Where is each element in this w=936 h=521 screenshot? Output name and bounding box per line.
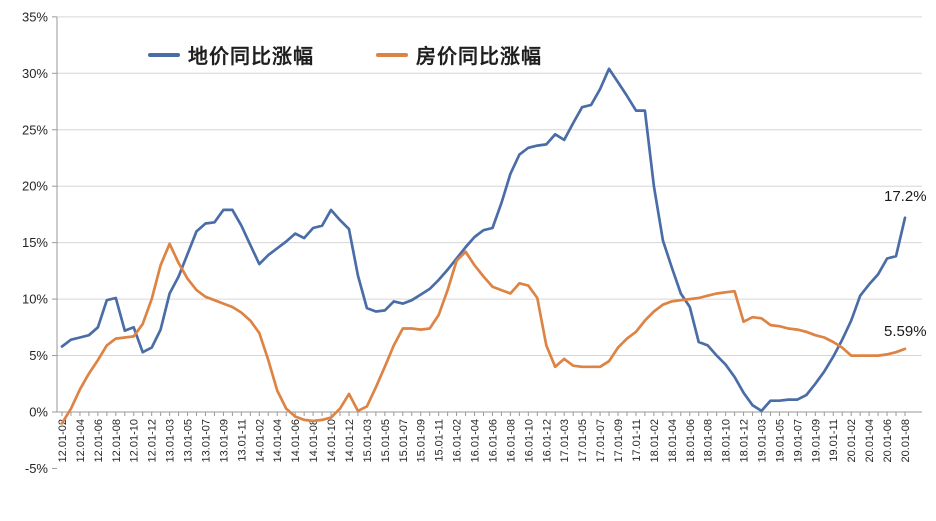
x-tick-label: 18.01-10 <box>721 419 733 462</box>
x-tick-label: 18.01-02 <box>649 419 661 462</box>
x-tick-label: 13.01-09 <box>218 419 230 462</box>
legend-line-swatch-blue <box>148 52 180 57</box>
x-tick-label: 18.01-08 <box>703 419 715 462</box>
x-tick-label: 15.01-09 <box>416 419 428 462</box>
y-tick-label: 5% <box>29 348 48 363</box>
y-tick-label: 20% <box>22 179 48 194</box>
x-tick-label: 13.01-05 <box>183 419 195 462</box>
x-tick-label: 20.01-08 <box>900 419 912 462</box>
x-tick-label: 16.01-06 <box>487 419 499 462</box>
x-tick-label: 14.01-10 <box>326 419 338 462</box>
land-price-yoy-line <box>60 67 907 413</box>
x-tick-label: 17.01-05 <box>577 419 589 462</box>
x-tick-label: 14.01-04 <box>272 419 284 462</box>
legend-label-house-price: 房价同比涨幅 <box>416 46 542 68</box>
y-tick-label: -5% <box>25 461 49 476</box>
x-tick-label: 12.01-02 <box>57 419 69 462</box>
x-tick-label: 18.01-12 <box>739 419 751 462</box>
x-tick-label: 12.01-04 <box>75 419 87 462</box>
x-tick-label: 14.01-12 <box>344 419 356 462</box>
x-tick-label: 12.01-12 <box>147 419 159 462</box>
x-tick-label: 18.01-04 <box>667 419 679 462</box>
x-tick-label: 14.01-06 <box>290 419 302 462</box>
x-tick-label: 15.01-07 <box>398 419 410 462</box>
x-tick-label: 19.01-03 <box>757 419 769 462</box>
legend-item-house-price: 房价同比涨幅 <box>376 40 542 69</box>
x-tick-label: 17.01-07 <box>595 419 607 462</box>
legend-label-land-price: 地价同比涨幅 <box>188 46 314 68</box>
legend: 地价同比涨幅 房价同比涨幅 <box>148 40 542 69</box>
annotation-land-price-last-value: 17.2% <box>884 188 927 205</box>
x-tick-label: 19.01-11 <box>828 419 840 462</box>
x-tick-label: 19.01-05 <box>774 419 786 462</box>
x-tick-label: 16.01-02 <box>452 419 464 462</box>
x-tick-label: 14.01-08 <box>308 419 320 462</box>
x-tick-label: 12.01-08 <box>111 419 123 462</box>
y-tick-label: 25% <box>22 122 48 137</box>
y-tick-label: 10% <box>22 292 48 307</box>
y-tick-label: 0% <box>29 405 48 420</box>
y-tick-label: 15% <box>22 235 48 250</box>
x-tick-label: 16.01-04 <box>470 419 482 462</box>
x-tick-label: 18.01-06 <box>685 419 697 462</box>
x-tick-label: 14.01-02 <box>254 419 266 462</box>
axes <box>56 17 922 416</box>
x-tick-label: 20.01-02 <box>846 419 858 462</box>
x-tick-label: 19.01-07 <box>792 419 804 462</box>
x-tick-label: 16.01-10 <box>523 419 535 462</box>
legend-item-land-price: 地价同比涨幅 <box>148 40 314 69</box>
x-tick-label: 15.01-11 <box>434 419 446 462</box>
x-tick-label: 13.01-07 <box>200 419 212 462</box>
y-tick-label: 35% <box>22 9 48 24</box>
x-tick-label: 19.01-09 <box>810 419 822 462</box>
x-tick-label: 12.01-06 <box>93 419 105 462</box>
x-tick-label: 20.01-06 <box>882 419 894 462</box>
x-axis-tick-labels: 12.01-02 12.01-04 12.01-06 12.01-08 12.01-10… <box>57 419 912 462</box>
x-tick-label: 16.01-12 <box>541 419 553 462</box>
house-price-yoy-line <box>60 242 907 425</box>
x-tick-label: 13.01-11 <box>236 419 248 462</box>
legend-line-swatch-orange <box>376 52 408 57</box>
annotation-house-price-last-value: 5.59% <box>884 323 927 340</box>
x-tick-label: 17.01-11 <box>631 419 643 462</box>
x-tick-label: 17.01-09 <box>613 419 625 462</box>
x-tick-label: 20.01-04 <box>864 419 876 462</box>
x-tick-label: 17.01-03 <box>559 419 571 462</box>
x-tick-label: 12.01-10 <box>129 419 141 462</box>
x-tick-label: 15.01-03 <box>362 419 374 462</box>
y-tick-label: 30% <box>22 66 48 81</box>
x-tick-label: 16.01-08 <box>505 419 517 462</box>
x-tick-label: 15.01-05 <box>380 419 392 462</box>
x-tick-label: 13.01-03 <box>165 419 177 462</box>
y-axis-tick-labels: 35% 30% 25% 20% 15% 10% 5% 0% -5% <box>22 9 48 476</box>
